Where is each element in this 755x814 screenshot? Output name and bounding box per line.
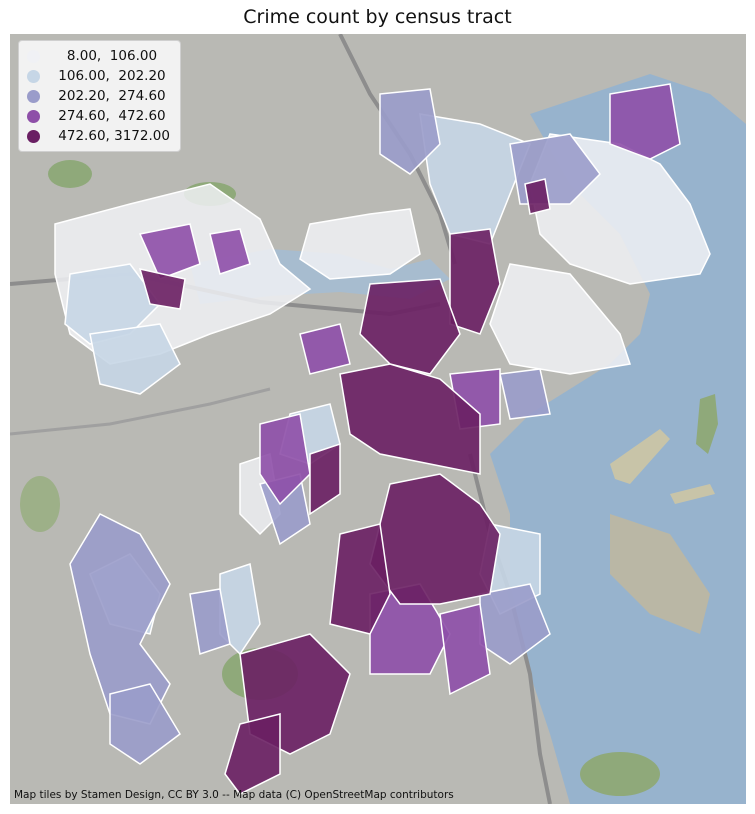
- tract-region[interactable]: [138, 223, 201, 280]
- legend-swatch: [27, 69, 40, 83]
- tract-region[interactable]: [299, 208, 421, 280]
- basemap-island: [610, 429, 670, 484]
- tract-region[interactable]: [259, 413, 311, 506]
- legend-swatch: [27, 129, 40, 143]
- tract-region[interactable]: [138, 267, 186, 310]
- map-attribution: Map tiles by Stamen Design, CC BY 3.0 --…: [14, 789, 454, 801]
- legend-swatch: [27, 89, 40, 103]
- tract-region[interactable]: [379, 88, 441, 175]
- legend-label: 8.00, 106.00: [54, 48, 158, 64]
- tract-region[interactable]: [359, 278, 461, 375]
- basemap-island: [610, 514, 710, 634]
- tract-region[interactable]: [224, 713, 281, 795]
- basemap-park: [48, 160, 92, 188]
- legend-label: 106.00, 202.20: [54, 68, 166, 84]
- legend-item: 202.20, 274.60: [27, 86, 170, 106]
- tract-region[interactable]: [309, 442, 341, 516]
- basemap-island: [696, 394, 718, 454]
- legend-item: 8.00, 106.00: [27, 46, 170, 66]
- tract-region[interactable]: [109, 683, 181, 765]
- basemap-park: [20, 476, 60, 532]
- legend-item: 106.00, 202.20: [27, 66, 170, 86]
- tract-region[interactable]: [609, 83, 681, 160]
- tract-region[interactable]: [89, 323, 181, 395]
- tract-region[interactable]: [69, 513, 171, 725]
- basemap-island: [670, 484, 715, 504]
- tract-region[interactable]: [419, 113, 531, 245]
- tract-region[interactable]: [489, 263, 631, 375]
- legend-swatch: [27, 49, 40, 63]
- legend-item: 274.60, 472.60: [27, 106, 170, 126]
- legend-label: 202.20, 274.60: [54, 88, 166, 104]
- legend-item: 472.60, 3172.00: [27, 126, 170, 146]
- tract-region[interactable]: [524, 178, 551, 215]
- tract-region[interactable]: [209, 228, 251, 275]
- legend-label: 472.60, 3172.00: [54, 128, 170, 144]
- tract-region[interactable]: [299, 323, 351, 375]
- tract-region[interactable]: [339, 363, 481, 475]
- tract-region[interactable]: [499, 368, 551, 420]
- legend-label: 274.60, 472.60: [54, 108, 166, 124]
- map-title: Crime count by census tract: [243, 6, 512, 28]
- basemap-park: [580, 752, 660, 796]
- tract-region[interactable]: [189, 588, 231, 655]
- map-legend: 8.00, 106.00 106.00, 202.20 202.20, 274.…: [18, 40, 181, 152]
- tract-region[interactable]: [329, 523, 391, 635]
- map-area[interactable]: [10, 34, 746, 804]
- tract-region[interactable]: [439, 603, 491, 696]
- legend-swatch: [27, 109, 40, 123]
- basemap-highway: [10, 387, 271, 436]
